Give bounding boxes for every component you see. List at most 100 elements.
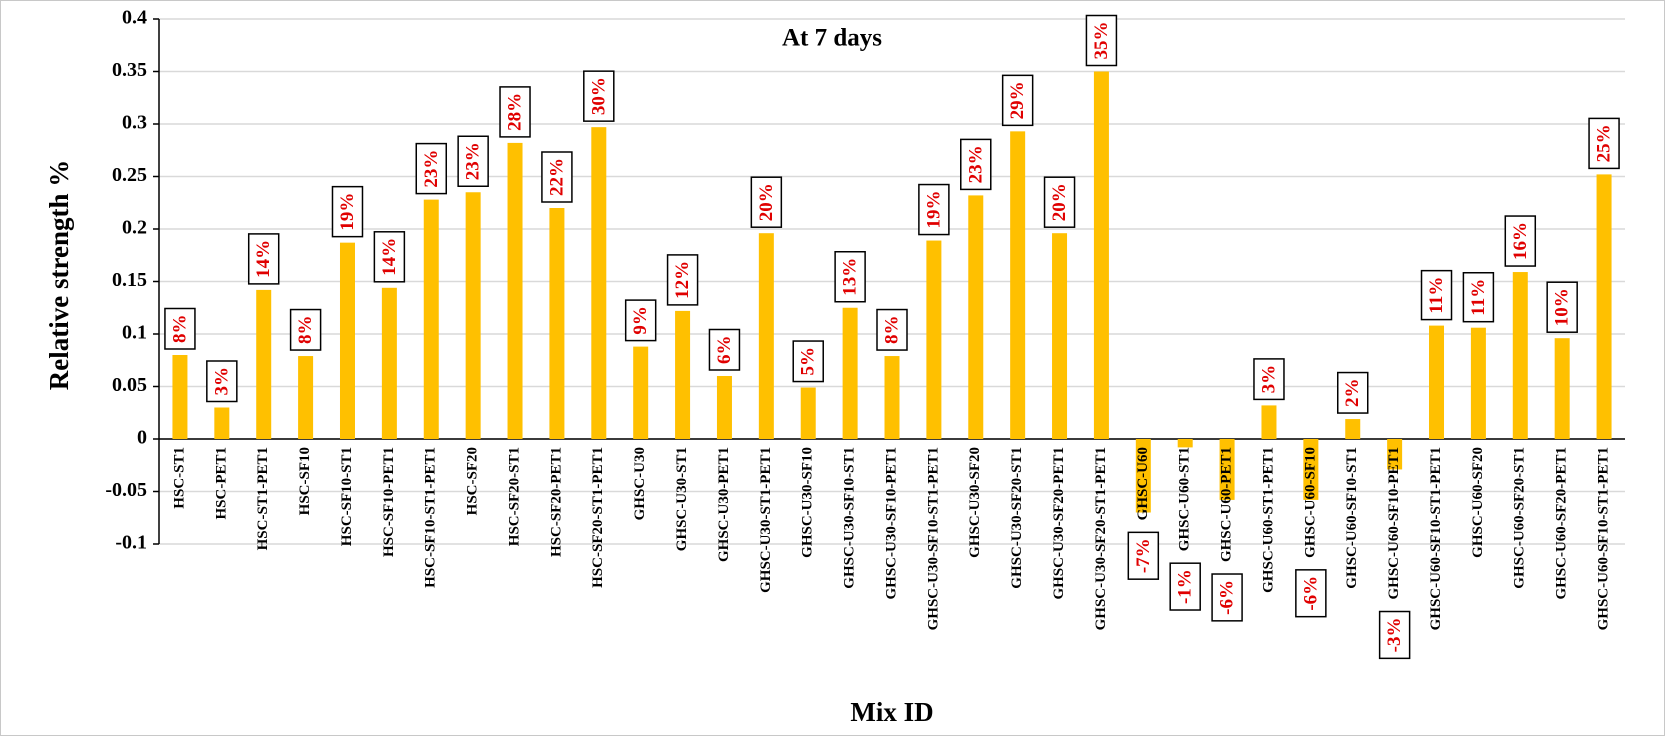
value-label-box xyxy=(164,307,196,350)
x-tick-label: GHSC-U30 xyxy=(632,447,648,520)
x-tick-label: GHSC-U60-SF10-ST1 xyxy=(1344,447,1360,589)
bar xyxy=(675,310,691,439)
x-tick-label: HSC-SF10 xyxy=(297,447,313,515)
x-tick-label: GHSC-U30-SF20-ST1-PET1 xyxy=(1093,447,1109,630)
bar xyxy=(1219,439,1235,500)
value-label-box xyxy=(583,70,615,122)
value-label: 19% xyxy=(923,191,944,229)
value-label: 8% xyxy=(169,315,190,344)
value-label-box xyxy=(666,254,699,306)
value-label: 13% xyxy=(840,258,861,296)
value-label-box xyxy=(1127,531,1160,580)
x-tick-label: HSC-ST1-PET1 xyxy=(255,447,271,550)
value-label: 10% xyxy=(1552,288,1573,326)
value-label: 8% xyxy=(295,316,316,345)
value-label: 23% xyxy=(421,150,442,188)
x-tick-label: HSC-SF20 xyxy=(465,447,481,515)
value-label: 23% xyxy=(965,145,986,183)
bar xyxy=(339,242,355,439)
value-label-box xyxy=(1253,358,1285,401)
bar xyxy=(842,307,858,439)
value-label-box xyxy=(1420,269,1453,321)
value-label-box xyxy=(624,299,657,342)
value-label-box xyxy=(415,142,448,195)
chart-title: At 7 days xyxy=(782,25,882,52)
value-label-box xyxy=(918,183,950,236)
x-tick-label: HSC-SF10-ST1-PET1 xyxy=(423,447,439,588)
value-label: 22% xyxy=(546,158,567,196)
x-tick-label: GHSC-U60-SF20-PET1 xyxy=(1554,447,1570,600)
y-tick-label: 0.15 xyxy=(112,269,147,291)
bar xyxy=(214,407,230,439)
value-label: 35% xyxy=(1091,22,1112,60)
x-tick-label: HSC-SF10-PET1 xyxy=(381,447,397,557)
value-label-box xyxy=(1588,117,1620,170)
x-tick-label: GHSC-U30-SF20 xyxy=(967,447,983,558)
value-label-box xyxy=(289,308,322,351)
x-tick-label: HSC-SF20-ST1 xyxy=(506,447,522,546)
x-tick-label: GHSC-U60-SF10-PET1 xyxy=(1386,447,1402,600)
bar xyxy=(381,287,397,439)
bar xyxy=(716,376,732,439)
x-tick-label: GHSC-U60-SF10-ST1-PET1 xyxy=(1428,447,1444,630)
x-tick-label: GHSC-U30-SF10-PET1 xyxy=(883,447,899,600)
bar xyxy=(1596,174,1612,439)
value-label: -7% xyxy=(1133,538,1154,573)
bar xyxy=(1052,233,1068,439)
bar xyxy=(549,208,565,439)
value-label: -1% xyxy=(1175,569,1196,604)
x-tick-label: HSC-ST1 xyxy=(171,447,187,509)
value-label: 6% xyxy=(714,336,735,365)
bar xyxy=(1345,419,1361,439)
y-tick-label: -0.05 xyxy=(105,479,147,501)
x-tick-label: GHSC-U30-SF10 xyxy=(800,447,816,558)
bar xyxy=(298,356,314,439)
bar xyxy=(1010,131,1026,439)
value-label: 20% xyxy=(756,183,777,221)
value-label: 9% xyxy=(630,306,651,335)
x-tick-label: HSC-SF20-ST1-PET1 xyxy=(590,447,606,588)
value-label-box xyxy=(1546,281,1578,333)
bar xyxy=(633,346,649,439)
bar xyxy=(172,355,188,439)
value-label: 23% xyxy=(463,142,484,180)
bar xyxy=(591,127,607,440)
value-label-box xyxy=(1295,569,1327,618)
value-label-box xyxy=(1462,271,1495,323)
bar xyxy=(1093,71,1109,439)
value-label: 25% xyxy=(1594,124,1615,162)
bar xyxy=(1470,327,1486,439)
value-label-box xyxy=(1336,371,1369,414)
bar xyxy=(1261,405,1277,439)
x-tick-label: GHSC-U60-PET1 xyxy=(1219,447,1235,562)
value-label-box xyxy=(834,251,866,303)
x-tick-label: HSC-PET1 xyxy=(213,447,229,520)
x-tick-label: GHSC-U30-SF20-ST1 xyxy=(1009,447,1025,589)
bar xyxy=(1512,272,1528,439)
x-tick-label: GHSC-U60 xyxy=(1135,447,1151,520)
value-label: 2% xyxy=(1342,379,1363,408)
bar xyxy=(1429,325,1445,439)
x-tick-label: GHSC-U30-SF10-ST1-PET1 xyxy=(925,447,941,630)
value-label: -6% xyxy=(1300,576,1321,611)
x-tick-label: GHSC-U30-SF20-PET1 xyxy=(1051,447,1067,600)
bar xyxy=(1303,439,1319,500)
value-label: 19% xyxy=(337,193,358,231)
x-tick-label: GHSC-U30-ST1 xyxy=(674,447,690,551)
value-label-box xyxy=(1211,573,1243,622)
value-label-box xyxy=(457,135,489,187)
x-tick-label: GHSC-U60-ST1-PET1 xyxy=(1260,447,1276,593)
x-tick-label: GHSC-U60-SF10 xyxy=(1302,447,1318,558)
value-label-box xyxy=(1001,74,1034,127)
value-label-box xyxy=(1043,176,1076,228)
value-label-box xyxy=(499,86,531,138)
x-tick-label: HSC-SF10-ST1 xyxy=(339,447,355,546)
value-label: 12% xyxy=(672,261,693,299)
value-label: 3% xyxy=(211,367,232,396)
bar xyxy=(1135,439,1151,513)
bar xyxy=(926,240,942,439)
bar xyxy=(758,233,774,439)
value-label: 8% xyxy=(882,316,903,345)
